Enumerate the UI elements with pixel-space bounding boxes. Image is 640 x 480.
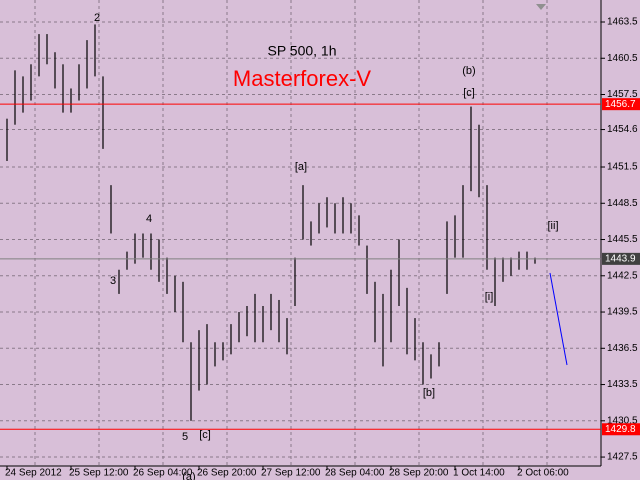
chart-title: SP 500, 1h <box>267 43 336 59</box>
wave-label: 5 <box>182 431 188 443</box>
x-tick-label: 28 Sep 04:00 <box>325 468 385 479</box>
x-tick-label: 1 Oct 14:00 <box>453 468 505 479</box>
wave-label: 4 <box>146 213 152 225</box>
y-tick-label: 1445.5 <box>607 234 638 245</box>
y-tick-label: 1454.6 <box>607 124 638 135</box>
wave-label: 3 <box>110 275 116 287</box>
y-tick-label: 1460.5 <box>607 53 638 64</box>
y-tick-label: 1430.5 <box>607 415 638 426</box>
wave-label: [ii] <box>548 220 559 232</box>
x-tick-label: 2 Oct 06:00 <box>517 468 569 479</box>
shift-marker <box>536 4 546 10</box>
grid <box>0 0 601 466</box>
y-tick-label: 1433.5 <box>607 379 638 390</box>
y-tick-label: 1457.5 <box>607 89 638 100</box>
level-label-box <box>602 98 640 111</box>
chart-subtitle: Masterforex-V <box>233 66 371 91</box>
projection-line <box>549 272 568 366</box>
wave-label: [c] <box>463 87 475 99</box>
wave-label: (b) <box>462 65 475 77</box>
x-tick-label: 27 Sep 12:00 <box>261 468 321 479</box>
level-label-box <box>602 252 640 265</box>
x-tick-label: 24 Sep 2012 <box>5 468 62 479</box>
y-tick-label: 1451.5 <box>607 162 638 173</box>
level-label-box <box>602 423 640 436</box>
y-tick-label: 1427.5 <box>607 452 638 463</box>
x-tick-label: 28 Sep 20:00 <box>389 468 449 479</box>
level-label: 1456.7 <box>605 99 636 110</box>
y-tick-label: 1448.5 <box>607 198 638 209</box>
wave-label: [a] <box>295 161 307 173</box>
y-tick-label: 1442.5 <box>607 270 638 281</box>
wave-label: 2 <box>94 12 100 24</box>
x-tick-label: 26 Sep 20:00 <box>197 468 257 479</box>
wave-label: [i] <box>485 291 494 303</box>
wave-label: [b] <box>423 387 435 399</box>
x-tick-label: 25 Sep 12:00 <box>69 468 129 479</box>
level-label: 1443.9 <box>605 254 636 265</box>
x-tick-label: 26 Sep 04:00 <box>133 468 193 479</box>
level-label: 1429.8 <box>605 424 636 435</box>
wave-label: (a) <box>182 471 195 480</box>
wave-label: [c] <box>199 429 211 441</box>
y-tick-label: 1436.5 <box>607 343 638 354</box>
y-tick-label: 1439.5 <box>607 307 638 318</box>
y-tick-label: 1463.5 <box>607 17 638 28</box>
